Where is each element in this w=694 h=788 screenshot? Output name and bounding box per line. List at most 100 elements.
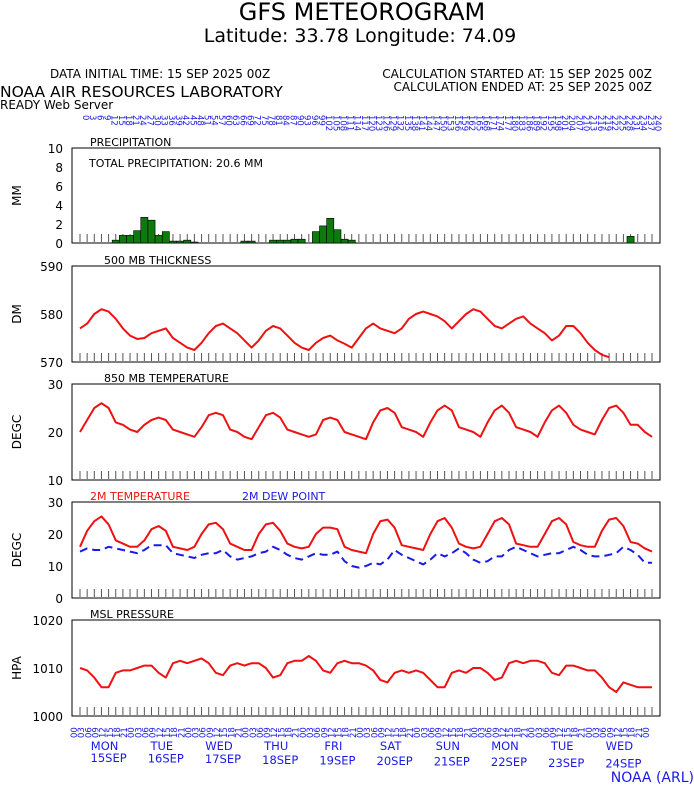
- date-label: 21SEP: [434, 755, 470, 769]
- forecast-hour-label: 90: [295, 115, 305, 126]
- precip-bar: [340, 238, 349, 244]
- forecast-hour-label: 72: [252, 115, 262, 126]
- utc-hour-label: 09: [263, 727, 273, 738]
- utc-hour-label: 18: [513, 727, 523, 738]
- utc-hour-label: 00: [470, 727, 480, 738]
- forecast-hour-label: 156: [452, 115, 462, 131]
- pressure-panel: 1000 1010 1020 HPA MSL PRESSURE: [10, 608, 661, 724]
- precip-bar: [119, 235, 127, 244]
- y-tick-label: 1020: [32, 614, 63, 628]
- forecast-hour-label: 96: [309, 115, 319, 126]
- precip-bar: [154, 235, 163, 244]
- utc-hour-label: 00: [70, 727, 80, 738]
- y-tick-label: 30: [48, 496, 63, 510]
- date-label: 22SEP: [491, 755, 527, 769]
- precip-bar: [333, 229, 342, 244]
- calc-ended: CALCULATION ENDED AT: 25 SEP 2025 00Z: [393, 80, 652, 94]
- utc-hour-label: 15: [106, 727, 116, 738]
- utc-hour-label: 18: [571, 727, 581, 738]
- utc-hour-label: 06: [256, 727, 266, 738]
- utc-hour-label: 12: [385, 727, 395, 738]
- utc-hour-label: 03: [363, 727, 373, 738]
- forecast-hour-label: 147: [430, 115, 440, 131]
- forecast-hour-label: 6: [94, 115, 104, 120]
- day-of-week-label: TUE: [550, 739, 574, 753]
- forecast-hour-label: 12: [109, 115, 119, 126]
- precip-bar: [326, 218, 335, 244]
- forecast-hour-label: 222: [609, 115, 619, 131]
- precip-bar: [297, 238, 306, 244]
- utc-hour-label: 00: [585, 727, 595, 738]
- forecast-hour-label: 192: [538, 115, 548, 131]
- date-label: 19SEP: [319, 753, 355, 767]
- utc-hour-label: 18: [342, 727, 352, 738]
- precip-bar: [111, 239, 120, 244]
- utc-hour-label: 09: [91, 727, 101, 738]
- forecast-hour-label: 228: [623, 115, 633, 131]
- utc-hour-label: 09: [149, 727, 159, 738]
- utc-hour-label: 00: [642, 727, 652, 738]
- utc-hour-label: 00: [299, 727, 309, 738]
- forecast-hour-label: 81: [273, 115, 283, 126]
- series-line: [79, 655, 652, 693]
- time-axis: 0003060912151821000306091215182100030609…: [70, 727, 652, 770]
- forecast-hour-label: 183: [516, 115, 526, 131]
- utc-hour-label: 09: [549, 727, 559, 738]
- utc-hour-label: 21: [520, 727, 530, 738]
- utc-hour-label: 18: [285, 727, 295, 738]
- y-tick-label: 0: [55, 592, 63, 606]
- forecast-hour-label: 30: [152, 115, 162, 126]
- y-tick-label: 570: [40, 356, 63, 370]
- forecast-hour-label: 162: [466, 115, 476, 131]
- date-label: 23SEP: [548, 756, 584, 770]
- day-of-week-label: SAT: [380, 739, 402, 753]
- t850-panel: 10 20 30 DEGC 850 MB TEMPERATURE: [10, 372, 661, 488]
- utc-hour-label: 00: [528, 727, 538, 738]
- utc-hour-label: 15: [621, 727, 631, 738]
- y-axis-label: DM: [10, 304, 24, 324]
- series-line: [79, 402, 653, 441]
- precip-bar: [183, 239, 192, 244]
- forecast-hour-label: 3: [87, 115, 97, 120]
- forecast-hour-label: 126: [380, 115, 390, 131]
- y-tick-label: 30: [48, 378, 63, 392]
- forecast-hour-label: 177: [502, 115, 512, 131]
- utc-hour-label: 06: [428, 727, 438, 738]
- panel-frame: [71, 147, 661, 244]
- credit: NOAA (ARL): [611, 770, 694, 786]
- server-name: READY Web Server: [0, 98, 113, 112]
- panel-title: PRECIPITATION: [90, 136, 171, 149]
- forecast-hour-label: 84: [280, 115, 290, 126]
- y-tick-label: 580: [40, 308, 63, 322]
- forecast-hour-label: 219: [602, 115, 612, 131]
- utc-hour-label: 03: [592, 727, 602, 738]
- precip-bar: [133, 230, 142, 244]
- utc-hour-label: 00: [184, 727, 194, 738]
- forecast-hour-label: 180: [509, 115, 519, 131]
- surface-panel: 0 10 20 30 DEGC 2M TEMPERATURE 2M DEW POINT: [10, 490, 661, 606]
- forecast-hour-label: 111: [345, 115, 355, 131]
- panel-frame: [71, 501, 661, 599]
- utc-hour-label: 03: [306, 727, 316, 738]
- precip-bar: [140, 217, 149, 244]
- lab-name: NOAA AIR RESOURCES LABORATORY: [0, 83, 283, 101]
- forecast-hour-label: 198: [552, 115, 562, 131]
- utc-hour-label: 18: [399, 727, 409, 738]
- panel-annotation: TOTAL PRECIPITATION: 20.6 MM: [88, 157, 263, 170]
- utc-hour-label: 21: [578, 727, 588, 738]
- panel-frame: [71, 383, 661, 481]
- panel-frame: [71, 265, 661, 363]
- utc-hour-label: 18: [227, 727, 237, 738]
- utc-hour-label: 06: [485, 727, 495, 738]
- y-axis-label: DEGC: [10, 533, 24, 568]
- utc-hour-label: 21: [120, 727, 130, 738]
- forecast-hour-label: 99: [316, 115, 326, 126]
- date-label: 15SEP: [91, 751, 127, 765]
- forecast-hour-label: 138: [409, 115, 419, 131]
- utc-hour-label: 21: [635, 727, 645, 738]
- forecast-hour-label: 93: [302, 115, 312, 126]
- panel-title: 500 MB THICKNESS: [104, 254, 211, 267]
- utc-hour-label: 15: [335, 727, 345, 738]
- utc-hour-label: 12: [99, 727, 109, 738]
- utc-hour-label: 21: [349, 727, 359, 738]
